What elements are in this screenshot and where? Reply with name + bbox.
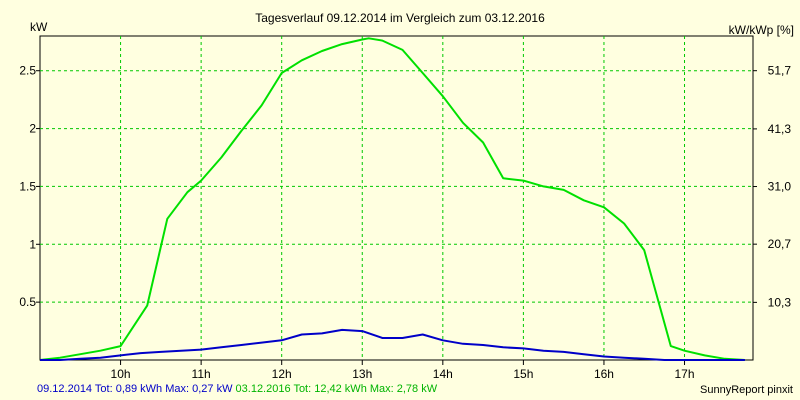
plot-area	[39, 35, 754, 361]
y2-tick-label: 20,7	[768, 237, 792, 251]
y-tick-label: 2.5	[19, 64, 36, 78]
series-line	[40, 328, 745, 361]
grid	[40, 36, 753, 360]
y2-tick-label: 31,0	[768, 180, 792, 194]
x-tick-label: 17h	[675, 367, 695, 381]
chart-footer: 09.12.2014 Tot: 0,89 kWh Max: 0,27 kW 03…	[37, 383, 437, 395]
footer-series-1: 09.12.2014 Tot: 0,89 kWh Max: 0,27 kW	[37, 383, 233, 395]
series-line	[39, 37, 745, 361]
chart-title: Tagesverlauf 09.12.2014 im Vergleich zum…	[255, 11, 545, 25]
x-tick-label: 16h	[594, 367, 614, 381]
series-lines	[39, 37, 745, 361]
x-tick-label: 11h	[192, 367, 211, 381]
footer-series-2: 03.12.2016 Tot: 12,42 kWh Max: 2,78 kW	[235, 383, 438, 395]
x-tick-label: 14h	[433, 367, 453, 381]
y-tick-label: 1	[29, 237, 36, 251]
x-tick-label: 10h	[111, 367, 131, 381]
tick-labels: 10h 11h 12h 13h 14h 15h 16h 17h 0.5 1 1.5 2 2.5 10,3 2…	[19, 64, 791, 381]
x-tick-label: 15h	[513, 367, 533, 381]
y2-tick-label: 10,3	[768, 295, 792, 309]
y-tick-label: 2	[29, 122, 36, 136]
y-tick-label: 1.5	[19, 179, 36, 193]
y2-axis-label: kW/kWp [%]	[728, 23, 794, 37]
x-tick-label: 12h	[272, 367, 292, 381]
y2-tick-label: 51,7	[768, 64, 792, 78]
y-axis-label: kW	[30, 20, 48, 34]
y-tick-label: 0.5	[19, 295, 36, 309]
x-tick-label: 13h	[352, 367, 372, 381]
credit: SunnyReport pinxit	[700, 384, 793, 396]
y2-tick-label: 41,3	[768, 122, 792, 136]
